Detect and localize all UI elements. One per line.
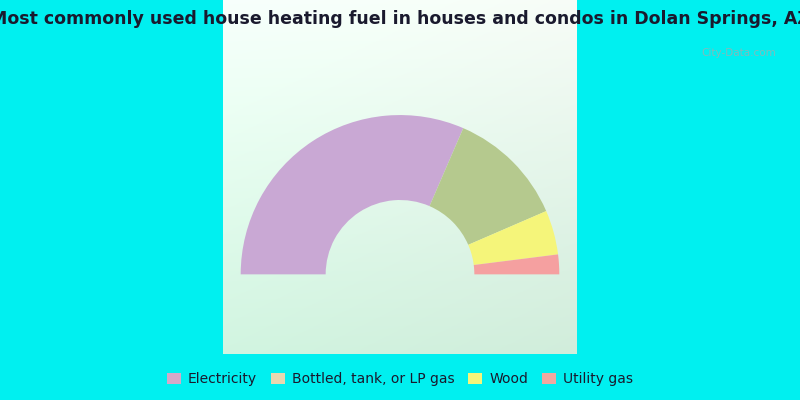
Legend: Electricity, Bottled, tank, or LP gas, Wood, Utility gas: Electricity, Bottled, tank, or LP gas, W… — [162, 367, 638, 392]
Text: Most commonly used house heating fuel in houses and condos in Dolan Springs, AZ: Most commonly used house heating fuel in… — [0, 10, 800, 28]
Wedge shape — [474, 254, 559, 274]
Text: City-Data.com: City-Data.com — [702, 48, 776, 58]
Wedge shape — [468, 211, 558, 265]
Wedge shape — [430, 128, 546, 245]
Wedge shape — [241, 115, 463, 274]
